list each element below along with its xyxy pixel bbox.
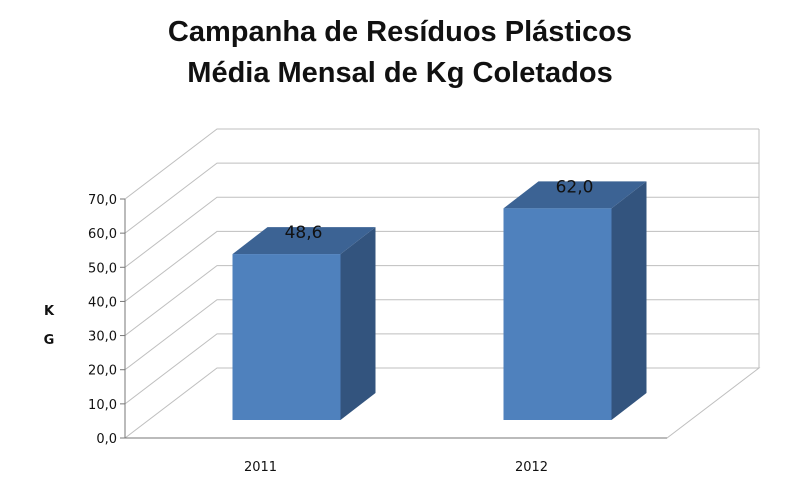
y-axis-label-g: G [44, 333, 55, 348]
bar-2012 [503, 208, 612, 420]
y-tick-label: 30,0 [88, 330, 117, 345]
chart-title-line-1: Campanha de Resíduos Plásticos [167, 16, 633, 48]
gridline [124, 230, 759, 302]
gridline [124, 367, 759, 439]
gridline [124, 265, 759, 336]
bars [232, 181, 647, 420]
category-label-2011: 2011 [244, 460, 277, 475]
gridline [124, 299, 759, 371]
data-label-2012: 62,0 [556, 177, 594, 197]
y-tick-label: 60,0 [88, 227, 117, 242]
category-labels: 2011 2012 [244, 460, 548, 475]
category-label-2012: 2012 [515, 460, 548, 475]
gridline [124, 128, 759, 200]
bar-side-2012 [611, 181, 647, 420]
value-axis [120, 198, 667, 439]
chart-walls [125, 129, 761, 439]
y-tick-label: 0,0 [96, 432, 117, 447]
bar-2011 [232, 254, 341, 420]
chart-title-line-2: Média Mensal de Kg Coletados [187, 57, 613, 89]
bar-top-2011 [232, 227, 376, 255]
gridline [124, 196, 759, 268]
y-axis-label-k: K [44, 304, 55, 319]
y-tick-labels: 0,0 10,0 20,0 30,0 40,0 50,0 60,0 70,0 [88, 193, 117, 447]
chart-floor [125, 367, 761, 439]
gridlines [124, 128, 759, 439]
bar-top-2012 [503, 181, 647, 209]
gridline [124, 333, 759, 405]
y-tick-label: 50,0 [88, 261, 117, 276]
chart-title: Campanha de Resíduos Plásticos Média Men… [0, 12, 800, 94]
data-labels: 48,6 62,0 [285, 177, 594, 243]
y-tick-label: 10,0 [88, 398, 117, 413]
data-label-2011: 48,6 [285, 223, 323, 243]
y-tick-label: 20,0 [88, 364, 117, 379]
bar-side-2011 [340, 227, 376, 420]
gridline [124, 162, 759, 234]
y-tick-label: 70,0 [88, 193, 117, 208]
y-tick-label: 40,0 [88, 295, 117, 310]
